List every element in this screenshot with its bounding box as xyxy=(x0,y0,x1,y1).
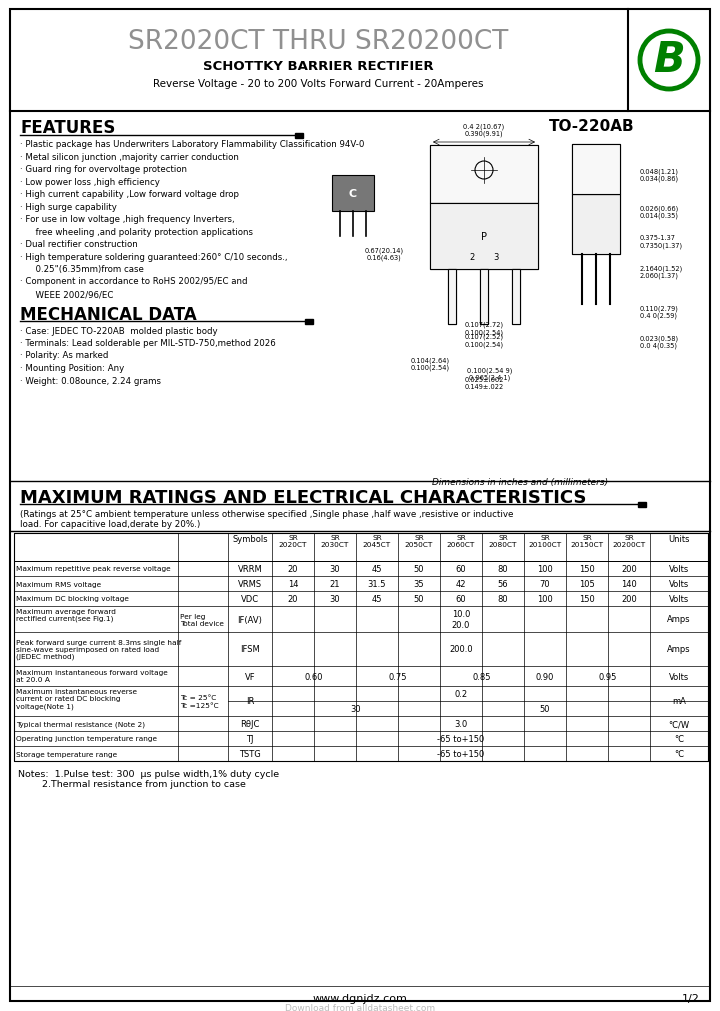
Text: B: B xyxy=(653,39,685,81)
Text: SR
20200CT: SR 20200CT xyxy=(613,535,646,548)
Text: FEATURES: FEATURES xyxy=(20,119,115,136)
Text: VRMS: VRMS xyxy=(238,579,262,588)
Text: Maximum repetitive peak reverse voltage: Maximum repetitive peak reverse voltage xyxy=(16,566,171,572)
Text: 0.25"(6.35mm)from case: 0.25"(6.35mm)from case xyxy=(30,265,144,274)
Text: -65 to+150: -65 to+150 xyxy=(437,734,485,743)
Bar xyxy=(430,146,538,204)
Bar xyxy=(14,534,708,761)
Text: 200: 200 xyxy=(621,564,637,573)
Text: 0.67(20.14)
0.16(4.63): 0.67(20.14) 0.16(4.63) xyxy=(364,247,404,261)
Text: 70: 70 xyxy=(540,579,550,588)
Text: 0.026(0.66)
0.014(0.35): 0.026(0.66) 0.014(0.35) xyxy=(640,205,679,218)
Bar xyxy=(430,146,538,204)
Text: Typical thermal resistance (Note 2): Typical thermal resistance (Note 2) xyxy=(16,721,145,727)
Text: · High current capability ,Low forward voltage drop: · High current capability ,Low forward v… xyxy=(20,190,239,199)
Text: 1/2: 1/2 xyxy=(682,993,700,1003)
Text: Volts: Volts xyxy=(669,594,689,604)
Text: · Polarity: As marked: · Polarity: As marked xyxy=(20,351,109,360)
Text: 80: 80 xyxy=(498,594,508,604)
Text: 0.75: 0.75 xyxy=(389,672,408,680)
Text: www.dgnjdz.com: www.dgnjdz.com xyxy=(312,993,408,1003)
Text: 105: 105 xyxy=(579,579,595,588)
Text: TSTG: TSTG xyxy=(239,749,261,758)
Text: Maximum instantaneous forward voltage
at 20.0 A: Maximum instantaneous forward voltage at… xyxy=(16,670,168,682)
Text: IR: IR xyxy=(246,697,254,706)
Bar xyxy=(448,270,456,325)
Text: 0.110(2.79)
0.4 0(2.59): 0.110(2.79) 0.4 0(2.59) xyxy=(640,304,679,318)
Bar xyxy=(572,145,620,195)
Bar xyxy=(305,319,313,325)
Text: 150: 150 xyxy=(579,564,595,573)
Bar xyxy=(480,270,488,325)
Text: 60: 60 xyxy=(456,564,467,573)
Text: · Mounting Position: Any: · Mounting Position: Any xyxy=(20,364,125,373)
Bar xyxy=(572,195,620,255)
Text: · Guard ring for overvoltage protection: · Guard ring for overvoltage protection xyxy=(20,165,187,174)
Text: °C/W: °C/W xyxy=(668,719,690,728)
Text: Tc = 25°C
Tc =125°C: Tc = 25°C Tc =125°C xyxy=(180,695,219,708)
Text: MAXIMUM RATINGS AND ELECTRICAL CHARACTERISTICS: MAXIMUM RATINGS AND ELECTRICAL CHARACTER… xyxy=(20,488,587,507)
Text: IFSM: IFSM xyxy=(240,645,260,654)
Text: Operating junction temperature range: Operating junction temperature range xyxy=(16,736,157,742)
Text: Download from alldatasheet.com: Download from alldatasheet.com xyxy=(285,1003,435,1011)
Text: 140: 140 xyxy=(621,579,637,588)
Text: Volts: Volts xyxy=(669,564,689,573)
Bar xyxy=(572,145,620,195)
Text: Symbols: Symbols xyxy=(232,535,268,544)
Text: 0.90: 0.90 xyxy=(536,672,554,680)
Text: SR
2080CT: SR 2080CT xyxy=(489,535,517,548)
Text: TO-220AB: TO-220AB xyxy=(549,119,635,133)
Text: SR
20100CT: SR 20100CT xyxy=(528,535,562,548)
Text: 200: 200 xyxy=(621,594,637,604)
Text: MECHANICAL DATA: MECHANICAL DATA xyxy=(20,306,197,325)
Text: · Weight: 0.08ounce, 2.24 grams: · Weight: 0.08ounce, 2.24 grams xyxy=(20,376,161,385)
Text: Notes:  1.Pulse test: 300  μs pulse width,1% duty cycle
        2.Thermal resist: Notes: 1.Pulse test: 300 μs pulse width,… xyxy=(18,769,279,789)
Text: 0.107(2.52)
0.100(2.54): 0.107(2.52) 0.100(2.54) xyxy=(464,334,503,348)
Text: · Component in accordance to RoHS 2002/95/EC and: · Component in accordance to RoHS 2002/9… xyxy=(20,277,248,286)
Text: SR
2050CT: SR 2050CT xyxy=(405,535,433,548)
Text: · Case: JEDEC TO-220AB  molded plastic body: · Case: JEDEC TO-220AB molded plastic bo… xyxy=(20,327,217,336)
Text: 80: 80 xyxy=(498,564,508,573)
Text: 150: 150 xyxy=(579,594,595,604)
Text: WEEE 2002/96/EC: WEEE 2002/96/EC xyxy=(30,290,113,298)
Text: Per leg
Total device: Per leg Total device xyxy=(180,613,224,626)
Text: 60: 60 xyxy=(456,594,467,604)
Text: VF: VF xyxy=(245,672,256,680)
Text: °C: °C xyxy=(674,749,684,758)
Text: 2.1640(1.52)
2.060(1.37): 2.1640(1.52) 2.060(1.37) xyxy=(640,265,683,279)
Text: 0.4 2(10.67)
0.390(9.91): 0.4 2(10.67) 0.390(9.91) xyxy=(464,123,505,136)
Text: 0.107(2.72)
0.100(2.54): 0.107(2.72) 0.100(2.54) xyxy=(464,321,503,336)
Bar xyxy=(295,133,303,139)
Bar xyxy=(512,270,520,325)
Text: 50: 50 xyxy=(414,564,424,573)
Bar xyxy=(332,176,374,211)
Text: 0.60: 0.60 xyxy=(305,672,323,680)
Text: 45: 45 xyxy=(372,564,382,573)
Text: 100: 100 xyxy=(537,594,553,604)
Text: (Ratings at 25°C ambient temperature unless otherwise specified ,Single phase ,h: (Ratings at 25°C ambient temperature unl… xyxy=(20,510,513,529)
Text: 42: 42 xyxy=(456,579,467,588)
Text: 2: 2 xyxy=(469,253,474,262)
Text: 50: 50 xyxy=(414,594,424,604)
Bar xyxy=(448,270,456,325)
Text: 10.0
20.0: 10.0 20.0 xyxy=(452,610,470,629)
Text: 0.104(2.64)
0.100(2.54): 0.104(2.64) 0.100(2.54) xyxy=(410,357,449,371)
Text: · Metal silicon junction ,majority carrier conduction: · Metal silicon junction ,majority carri… xyxy=(20,153,239,162)
Text: Amps: Amps xyxy=(667,645,690,654)
Bar xyxy=(572,195,620,255)
Text: Maximum instantaneous reverse
current or rated DC blocking
voltage(Note 1): Maximum instantaneous reverse current or… xyxy=(16,688,137,709)
Text: 30: 30 xyxy=(330,564,341,573)
Text: Storage temperature range: Storage temperature range xyxy=(16,751,117,757)
Bar xyxy=(638,502,646,508)
Text: 21: 21 xyxy=(330,579,341,588)
Text: 3: 3 xyxy=(493,253,499,262)
Text: · Plastic package has Underwriters Laboratory Flammability Classification 94V-0: · Plastic package has Underwriters Labor… xyxy=(20,140,364,149)
Text: 0.025±.002
0.149±.022: 0.025±.002 0.149±.022 xyxy=(464,377,504,389)
Bar xyxy=(480,270,488,325)
Text: C: C xyxy=(349,189,357,199)
Text: 50: 50 xyxy=(540,705,550,714)
Text: Reverse Voltage - 20 to 200 Volts Forward Current - 20Amperes: Reverse Voltage - 20 to 200 Volts Forwar… xyxy=(153,79,483,89)
Text: 45: 45 xyxy=(372,594,382,604)
Text: SCHOTTKY BARRIER RECTIFIER: SCHOTTKY BARRIER RECTIFIER xyxy=(203,60,433,73)
Text: 56: 56 xyxy=(498,579,508,588)
